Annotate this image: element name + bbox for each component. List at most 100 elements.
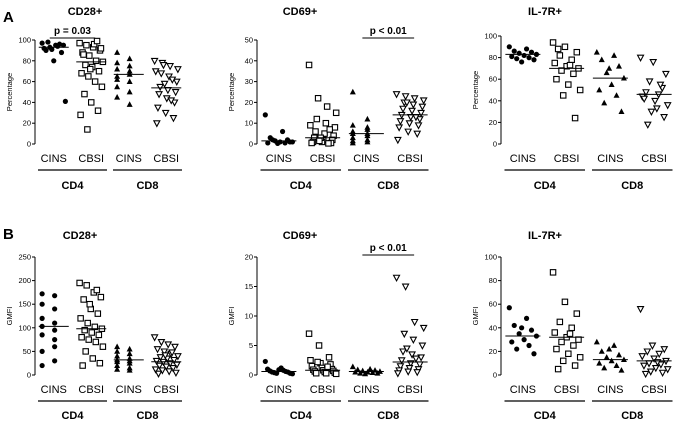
y-tick-label: 100 — [18, 323, 31, 332]
data-point — [606, 65, 613, 71]
data-point — [576, 354, 584, 361]
data-point — [509, 53, 515, 60]
data-point — [593, 49, 600, 55]
category-label: CINS — [597, 153, 623, 165]
data-point — [641, 370, 650, 379]
data-point — [663, 102, 672, 110]
data-point — [152, 120, 161, 128]
data-point — [60, 42, 67, 48]
data-point — [410, 95, 419, 103]
data-point — [418, 103, 427, 111]
data-point — [526, 55, 532, 61]
y-tick-label: 80 — [489, 53, 497, 62]
data-point — [646, 368, 655, 376]
y-tick-label: 0 — [249, 371, 253, 380]
category-label: CINS — [510, 153, 536, 165]
data-point — [52, 293, 58, 299]
data-point — [349, 363, 356, 370]
data-point — [392, 91, 401, 99]
data-point — [506, 44, 512, 50]
data-point — [86, 300, 93, 308]
data-point — [616, 351, 623, 358]
data-point — [638, 353, 647, 361]
data-point — [556, 318, 564, 326]
y-tick-label: 20 — [23, 119, 31, 128]
category-label: CINS — [510, 384, 536, 396]
data-point — [412, 355, 420, 363]
data-point — [608, 81, 615, 87]
data-point — [43, 47, 49, 54]
data-point — [126, 101, 133, 107]
data-point — [151, 68, 160, 76]
y-axis-label: GMFI — [5, 307, 14, 326]
data-point — [167, 97, 176, 105]
data-point — [52, 320, 58, 326]
data-point — [39, 332, 45, 338]
data-point — [658, 369, 667, 378]
data-point — [114, 94, 121, 100]
data-point — [314, 358, 321, 366]
data-point — [52, 337, 58, 343]
data-point — [561, 298, 569, 306]
data-point — [393, 370, 402, 378]
data-point — [611, 52, 618, 58]
data-point — [322, 369, 330, 377]
data-point — [154, 104, 162, 112]
data-point — [332, 370, 340, 378]
data-point — [364, 126, 371, 132]
category-label: CBSI — [153, 153, 179, 165]
data-point — [270, 137, 276, 143]
data-point — [516, 50, 522, 56]
data-point — [511, 322, 517, 329]
data-point — [163, 86, 172, 95]
data-point — [93, 37, 101, 45]
data-point — [576, 86, 584, 94]
y-tick-label: 100 — [484, 32, 497, 41]
data-point — [558, 67, 565, 74]
data-point — [96, 359, 104, 367]
data-point — [596, 360, 603, 366]
data-point — [362, 370, 369, 377]
data-point — [156, 83, 165, 92]
data-point — [315, 342, 323, 349]
data-point — [516, 331, 522, 337]
data-point — [39, 291, 45, 297]
data-point — [349, 134, 356, 141]
data-point — [570, 342, 577, 349]
data-point — [168, 76, 177, 84]
data-point — [85, 336, 92, 343]
chart-title: IL-7R+ — [528, 230, 562, 242]
data-point — [76, 39, 83, 47]
y-tick-label: 30 — [245, 77, 253, 86]
data-point — [573, 48, 581, 56]
data-point — [419, 97, 428, 105]
data-point — [88, 99, 95, 106]
data-point — [613, 92, 620, 98]
data-point — [126, 350, 133, 357]
data-point — [636, 54, 645, 62]
data-point — [92, 57, 100, 65]
data-point — [566, 61, 574, 69]
data-point — [114, 49, 121, 55]
data-point — [52, 344, 58, 350]
y-tick-label: 5 — [249, 341, 253, 350]
data-point — [558, 338, 565, 346]
category-label: CBSI — [78, 153, 104, 165]
y-axis-label: GMFI — [471, 307, 480, 326]
data-point — [99, 343, 107, 350]
y-tick-label: 40 — [245, 56, 253, 65]
data-point — [509, 339, 515, 345]
data-point — [83, 282, 90, 289]
data-point — [645, 78, 654, 86]
data-point — [417, 354, 426, 362]
p-value-label: p = 0.03 — [54, 26, 91, 37]
category-label: CBSI — [641, 153, 667, 165]
data-point — [655, 350, 664, 359]
data-point — [265, 140, 271, 146]
data-point — [114, 362, 121, 368]
data-point — [114, 83, 121, 90]
data-point — [553, 75, 560, 83]
data-point — [172, 369, 180, 378]
data-point — [598, 56, 605, 63]
data-point — [80, 296, 87, 303]
